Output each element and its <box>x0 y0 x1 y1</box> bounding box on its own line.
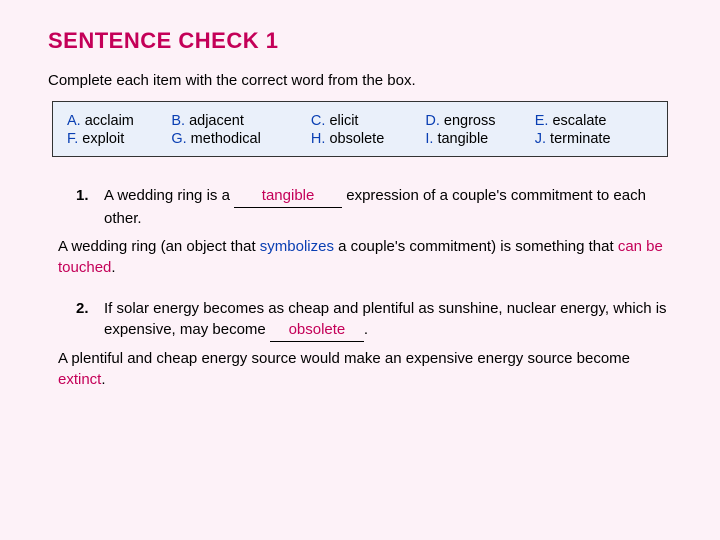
option-word: elicit <box>325 113 358 129</box>
option-letter: F. <box>67 131 78 147</box>
option-word: engross <box>440 113 496 129</box>
explain-text: a couple's commitment) is something that <box>334 238 618 255</box>
item-row: 2. If solar energy becomes as cheap and … <box>76 298 672 343</box>
option-letter: B. <box>171 113 185 129</box>
item-number: 1. <box>76 185 104 207</box>
explain-keyword: extinct <box>58 371 101 388</box>
option-word: acclaim <box>81 113 134 129</box>
explain-keyword: symbolizes <box>260 238 334 255</box>
word-cell: C. elicit <box>311 112 425 130</box>
page-title: SENTENCE CHECK 1 <box>48 28 672 54</box>
option-word: tangible <box>433 131 488 147</box>
sentence-pre: A wedding ring is a <box>104 187 234 204</box>
word-cell: I. tangible <box>425 130 534 148</box>
item-sentence: A wedding ring is a tangible expression … <box>104 185 672 230</box>
word-cell: A. acclaim <box>67 112 171 130</box>
word-cell: F. exploit <box>67 130 171 148</box>
answer-blank: obsolete <box>270 319 364 342</box>
option-word: adjacent <box>185 113 244 129</box>
option-word: obsolete <box>325 131 384 147</box>
word-cell: B. adjacent <box>171 112 311 130</box>
word-cell: H. obsolete <box>311 130 425 148</box>
item-2: 2. If solar energy becomes as cheap and … <box>76 298 672 343</box>
item-1: 1. A wedding ring is a tangible expressi… <box>76 185 672 230</box>
answer-blank: tangible <box>234 185 342 208</box>
explain-text: A wedding ring (an object that <box>58 238 260 255</box>
instruction-text: Complete each item with the correct word… <box>48 72 672 89</box>
word-cell: G. methodical <box>171 130 311 148</box>
option-word: methodical <box>187 131 261 147</box>
word-cell: E. escalate <box>535 112 653 130</box>
explanation-1: A wedding ring (an object that symbolize… <box>58 236 672 278</box>
item-number: 2. <box>76 298 104 320</box>
explanation-2: A plentiful and cheap energy source woul… <box>58 348 672 390</box>
items-container: 1. A wedding ring is a tangible expressi… <box>48 185 672 390</box>
explain-text: A plentiful and cheap energy source woul… <box>58 350 630 367</box>
option-letter: C. <box>311 113 326 129</box>
option-letter: E. <box>535 113 549 129</box>
item-row: 1. A wedding ring is a tangible expressi… <box>76 185 672 230</box>
explain-text: . <box>111 259 115 276</box>
option-letter: H. <box>311 131 326 147</box>
option-word: terminate <box>546 131 610 147</box>
sentence-post: . <box>364 321 368 338</box>
option-letter: D. <box>425 113 440 129</box>
word-table: A. acclaim B. adjacent C. elicit D. engr… <box>67 112 653 148</box>
sentence-pre: If solar energy becomes as cheap and ple… <box>104 300 667 339</box>
option-word: escalate <box>548 113 606 129</box>
item-sentence: If solar energy becomes as cheap and ple… <box>104 298 672 343</box>
word-cell: D. engross <box>425 112 534 130</box>
option-letter: A. <box>67 113 81 129</box>
word-box: A. acclaim B. adjacent C. elicit D. engr… <box>52 101 668 157</box>
option-word: exploit <box>78 131 124 147</box>
word-cell: J. terminate <box>535 130 653 148</box>
option-letter: G. <box>171 131 186 147</box>
explain-text: . <box>101 371 105 388</box>
option-letter: J. <box>535 131 546 147</box>
